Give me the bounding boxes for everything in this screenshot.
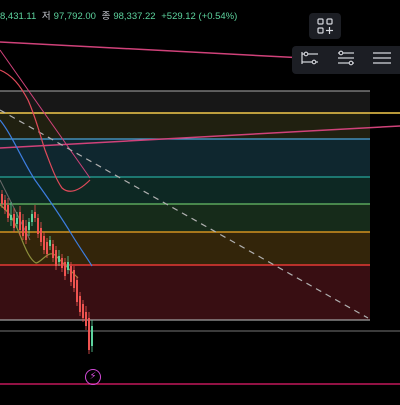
candle-body xyxy=(34,212,36,218)
change-value: +529.12 (+0.54%) xyxy=(161,11,238,22)
fib-zone-7 xyxy=(0,265,370,320)
candle-body xyxy=(58,256,60,262)
low-value: 97,792.00 xyxy=(53,11,96,22)
trend-line-steep[interactable] xyxy=(0,49,91,179)
close-label: 종 xyxy=(101,11,111,22)
lines-icon xyxy=(373,51,391,64)
high-value: 8,431.11 xyxy=(0,11,37,22)
candle-body xyxy=(88,318,90,350)
candle-body xyxy=(91,326,93,346)
candle-body xyxy=(31,214,33,222)
candle-body xyxy=(55,250,57,266)
candle-body xyxy=(85,312,87,326)
event-marker[interactable]: ⚡︎ xyxy=(85,369,101,385)
candles xyxy=(1,190,93,354)
candle-body xyxy=(46,242,48,254)
grid-plus-icon xyxy=(317,18,333,34)
range-measure-icon xyxy=(301,51,318,64)
candle-body xyxy=(79,296,81,312)
fib-zones xyxy=(0,91,370,320)
low-label: 저 xyxy=(41,11,51,22)
price-measure-button[interactable] xyxy=(336,50,356,71)
candle-body xyxy=(7,205,9,218)
candle-body xyxy=(25,226,27,240)
price-measure-icon xyxy=(338,50,354,65)
candle-body xyxy=(43,236,45,250)
candle-body xyxy=(73,270,75,288)
candle-body xyxy=(70,266,72,282)
ma-line-grey xyxy=(0,179,31,241)
candle-body xyxy=(76,280,78,302)
candle-body xyxy=(40,228,42,242)
candle-body xyxy=(28,222,30,230)
close-value: 98,337.22 xyxy=(113,11,156,22)
layout-button[interactable] xyxy=(309,13,341,39)
range-measure-button[interactable] xyxy=(300,50,320,71)
candle-body xyxy=(19,212,21,230)
fib-zone-2 xyxy=(0,113,370,139)
candle-body xyxy=(13,214,15,228)
ma-line-blue xyxy=(0,119,93,267)
lines-button[interactable] xyxy=(372,50,392,71)
candle-body xyxy=(22,220,24,236)
candle-body xyxy=(67,262,69,270)
drawing-toolbar xyxy=(292,46,400,74)
ohlc-header: 8,431.11 저 97,792.00 종 98,337.22 +529.12 (… xyxy=(0,8,240,22)
fib-lines[interactable] xyxy=(0,90,400,385)
candle-body xyxy=(61,258,63,268)
candle-body xyxy=(64,262,66,276)
candle-body xyxy=(16,218,18,224)
fib-zone-1 xyxy=(0,91,370,113)
candle-body xyxy=(4,200,6,210)
candle-body xyxy=(37,218,39,234)
candle-body xyxy=(82,304,84,318)
dashed-projection[interactable] xyxy=(0,109,369,319)
ma-line-red xyxy=(0,69,91,192)
fib-zone-4 xyxy=(0,177,370,204)
candle-body xyxy=(52,244,54,258)
candle-body xyxy=(49,240,51,246)
lightning-icon: ⚡︎ xyxy=(89,371,97,382)
candle-body xyxy=(10,215,12,220)
candle-body xyxy=(1,194,3,204)
